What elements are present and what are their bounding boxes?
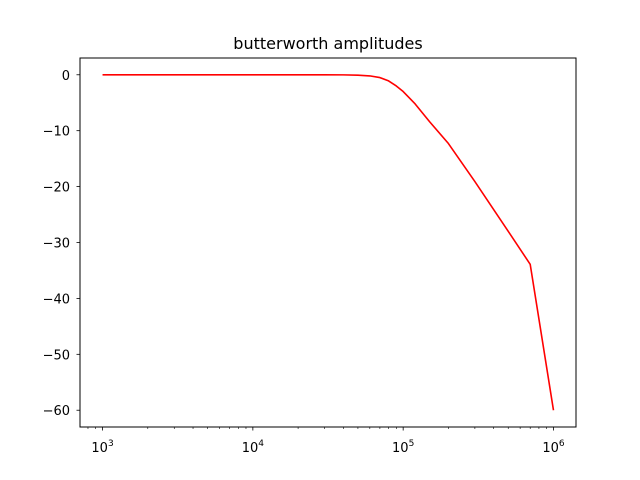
y-tick-label: −40 <box>43 292 70 307</box>
y-tick-label: −30 <box>43 237 70 252</box>
y-tick-label: −10 <box>43 125 70 140</box>
x-tick-label: 106 <box>542 439 565 456</box>
y-tick-label: −60 <box>43 404 70 419</box>
x-tick-label-exponent: 6 <box>559 439 565 449</box>
y-tick-label: −20 <box>43 181 70 196</box>
x-tick-label-base: 10 <box>542 441 559 456</box>
x-tick-label: 105 <box>392 439 414 456</box>
x-tick-label-exponent: 5 <box>409 439 415 449</box>
y-tick-label: −50 <box>43 348 70 363</box>
plot-frame <box>79 57 577 428</box>
y-axis-ticks: 0 −10 −20 −30 −40 −50 −60 <box>43 69 80 419</box>
x-axis-ticks: 103 104 105 106 <box>91 427 565 456</box>
chart-title: butterworth amplitudes <box>233 34 422 53</box>
series-group <box>102 73 555 411</box>
x-tick-label: 104 <box>242 439 265 456</box>
x-tick-label-exponent: 4 <box>258 439 264 449</box>
x-tick-label-base: 10 <box>91 441 108 456</box>
x-tick-label-exponent: 3 <box>108 439 114 449</box>
y-tick-label: 0 <box>62 69 70 84</box>
x-tick-label-base: 10 <box>242 441 259 456</box>
series-line <box>102 73 555 411</box>
x-tick-label-base: 10 <box>392 441 409 456</box>
x-tick-label: 103 <box>91 439 113 456</box>
